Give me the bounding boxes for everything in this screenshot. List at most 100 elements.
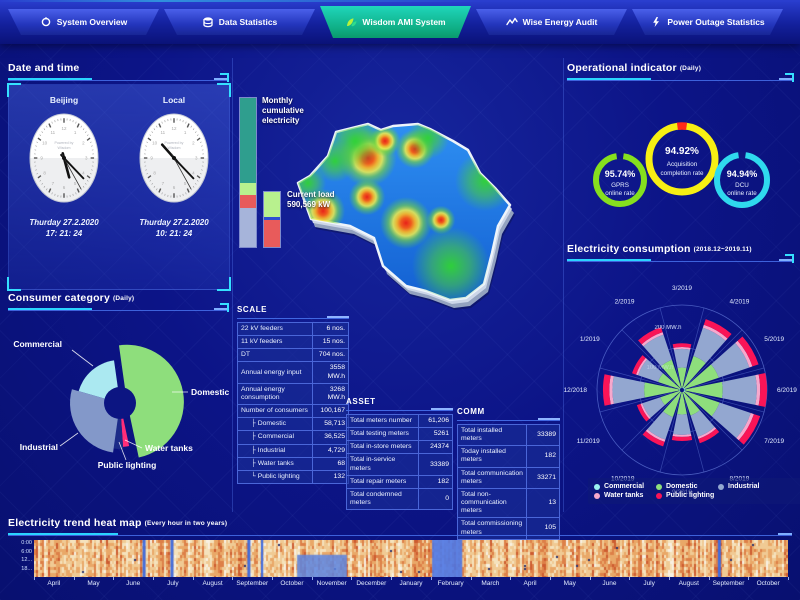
svg-text:GPRS: GPRS bbox=[611, 182, 629, 189]
heatmap-y-label: 6:00 bbox=[21, 548, 32, 555]
legend-label: Water tanks bbox=[604, 492, 644, 499]
rose-wedge-segment bbox=[643, 334, 672, 367]
svg-text:3: 3 bbox=[85, 156, 88, 161]
nav-tab-data-statistics[interactable]: Data Statistics bbox=[164, 9, 315, 35]
legend-dot bbox=[594, 492, 600, 499]
nav-tab-power-outage-statistics[interactable]: Power Outage Statistics bbox=[632, 9, 783, 35]
rose-wedge-segment bbox=[755, 374, 761, 406]
rose-wedge-segment bbox=[638, 359, 664, 382]
heatmap-x-tick bbox=[153, 577, 155, 580]
rose-wedge-segment bbox=[672, 343, 692, 348]
row-label: Total condemned meters bbox=[345, 487, 420, 511]
heatmap-y-label: 12... bbox=[21, 557, 32, 564]
svg-text:12: 12 bbox=[171, 126, 177, 131]
rose-wedge-segment bbox=[693, 327, 726, 364]
legend-item-domestic[interactable]: Domestic bbox=[656, 483, 718, 490]
row-label: Total installed meters bbox=[456, 423, 528, 447]
rose-wedge-segment bbox=[685, 381, 723, 399]
svg-text:Acquisition: Acquisition bbox=[667, 161, 698, 168]
rose-wedge-segment bbox=[636, 403, 650, 422]
heatmap-month-label: April bbox=[523, 580, 537, 587]
rose-wedge-segment bbox=[683, 389, 686, 391]
legend-item-public-lighting[interactable]: Public lighting bbox=[656, 492, 746, 499]
rose-wedge-segment bbox=[711, 402, 751, 439]
row-value: 13 bbox=[526, 487, 560, 519]
svg-text:200 MW.h: 200 MW.h bbox=[654, 325, 681, 331]
legend-item-water-tanks[interactable]: Water tanks bbox=[594, 492, 656, 499]
rose-wedge-segment bbox=[673, 413, 691, 435]
svg-text:11: 11 bbox=[161, 130, 166, 135]
legend-label: Domestic bbox=[666, 483, 698, 490]
svg-text:9: 9 bbox=[40, 156, 43, 161]
legend-item-industrial[interactable]: Industrial bbox=[718, 483, 780, 490]
clock-date: Thurday 27.2.2020 bbox=[29, 218, 99, 227]
svg-text:5: 5 bbox=[184, 181, 187, 186]
heatmap-x-tick bbox=[430, 577, 432, 580]
svg-text:2: 2 bbox=[192, 141, 195, 146]
comm-table: Total installed meters 33389 Today install… bbox=[456, 423, 560, 540]
pie-slice-domestic[interactable] bbox=[118, 344, 184, 458]
row-label: ├ Water tanks bbox=[236, 456, 314, 471]
row-label: Number of consumers bbox=[236, 404, 314, 419]
rose-wedge-segment bbox=[698, 428, 720, 444]
heatmap-month-label: July bbox=[167, 580, 179, 587]
rose-wedge-segment bbox=[758, 373, 767, 407]
system-overview-icon bbox=[40, 16, 52, 28]
heatmap-month-label: August bbox=[678, 580, 699, 587]
rose-wedge-segment bbox=[602, 374, 611, 406]
row-value: 4,729 bbox=[312, 443, 349, 458]
table-row: 22 kV feeders 6 nos. bbox=[236, 321, 349, 337]
row-value: 36,525 bbox=[312, 430, 349, 445]
svg-text:94.94%: 94.94% bbox=[727, 169, 758, 179]
row-value: 5261 bbox=[418, 427, 453, 442]
svg-text:Wisdom: Wisdom bbox=[168, 146, 181, 150]
svg-text:100 MW.h: 100 MW.h bbox=[646, 365, 673, 371]
heat-hotspot bbox=[412, 227, 490, 300]
operational-header: Operational indicator (Daily) bbox=[567, 62, 794, 82]
rose-wedge-segment bbox=[682, 391, 700, 416]
row-label: Total commissioning meters bbox=[456, 517, 528, 540]
heatmap-month-label: July bbox=[643, 580, 655, 587]
heat-hotspot bbox=[348, 178, 386, 216]
clock-time: 10: 21: 24 bbox=[155, 229, 193, 238]
pie-slice-public-lighting[interactable] bbox=[113, 403, 124, 449]
nav-tab-wisdom-ami-system[interactable]: Wisdom AMI System bbox=[320, 6, 471, 38]
heatmap-x-tick bbox=[351, 577, 353, 580]
table-row: Annual energy input 3558 MW.h bbox=[236, 361, 349, 384]
pie-label: Commercial bbox=[13, 339, 62, 349]
svg-text:7: 7 bbox=[52, 181, 55, 186]
svg-text:6: 6 bbox=[173, 185, 176, 190]
wisdom-ami-icon bbox=[345, 16, 357, 28]
region-heat-map bbox=[296, 122, 515, 310]
heatmap-month-label: September bbox=[712, 580, 745, 587]
nav-tab-wise-energy-audit[interactable]: Wise Energy Audit bbox=[476, 9, 627, 35]
pie-label: Public lighting bbox=[98, 460, 157, 470]
asset-panel: ASSET Total meters number 61,206 Total tes… bbox=[345, 397, 453, 511]
rose-wedge-segment bbox=[678, 389, 681, 391]
rose-wedge-segment bbox=[642, 397, 665, 418]
rose-month-label: 4/2019 bbox=[730, 299, 750, 306]
table-row: Total in-store meters 24374 bbox=[345, 440, 453, 455]
monthly-cumulative-bar bbox=[239, 97, 257, 248]
heatmap-month-label: November bbox=[316, 580, 347, 587]
monthly-bar-label: Monthly cumulative electricity bbox=[262, 96, 304, 125]
row-value: 24374 bbox=[418, 440, 453, 455]
svg-text:4: 4 bbox=[192, 170, 195, 175]
row-label: Total repair meters bbox=[345, 474, 420, 489]
row-label: 22 kV feeders bbox=[236, 321, 314, 337]
row-value: 704 nos. bbox=[312, 348, 349, 363]
gauge-acquisition: 94.92% Acquisition completion rate bbox=[645, 122, 719, 196]
scale-title: SCALE bbox=[237, 305, 268, 314]
legend-item-commercial[interactable]: Commercial bbox=[594, 483, 656, 490]
row-label: Total non-communication meters bbox=[456, 487, 528, 519]
rose-wedge-segment bbox=[683, 387, 686, 390]
svg-text:1: 1 bbox=[184, 130, 187, 135]
row-value: 105 bbox=[526, 517, 560, 540]
nav-tab-system-overview[interactable]: System Overview bbox=[8, 9, 159, 35]
rose-wedge-segment bbox=[682, 355, 706, 388]
rose-month-label: 11/2019 bbox=[577, 438, 600, 445]
asset-title: ASSET bbox=[346, 397, 376, 406]
row-value: 0 bbox=[418, 487, 453, 511]
rose-wedge-segment bbox=[641, 332, 664, 347]
